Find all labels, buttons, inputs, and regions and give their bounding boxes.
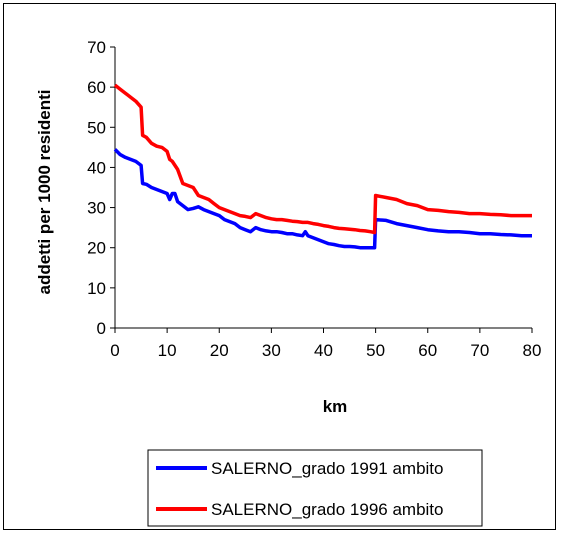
chart-frame: 0 10 20 30 40 50 60 70 80 0 10 20 30 40 50 60 70 km add… <box>3 3 556 530</box>
series-line-1991 <box>113 148 532 250</box>
x-tick-label: 50 <box>366 341 385 360</box>
y-tick-label: 40 <box>87 158 106 177</box>
x-tick-label: 70 <box>470 341 489 360</box>
y-tick-label: 30 <box>87 199 106 218</box>
line-chart: 0 10 20 30 40 50 60 70 80 0 10 20 30 40 50 60 70 km add… <box>35 38 541 527</box>
legend-box <box>147 449 483 527</box>
legend-label-1991: SALERNO_grado 1991 ambito <box>211 459 443 478</box>
y-tick-label: 60 <box>87 78 106 97</box>
y-axis: 0 10 20 30 40 50 60 70 <box>87 38 115 338</box>
x-tick-label: 80 <box>523 341 542 360</box>
y-axis-title: addetti per 1000 residenti <box>35 89 54 294</box>
x-tick-label: 40 <box>314 341 333 360</box>
x-tick-label: 30 <box>262 341 281 360</box>
y-tick-label: 50 <box>87 118 106 137</box>
y-tick-label: 0 <box>97 319 106 338</box>
x-tick-label: 60 <box>418 341 437 360</box>
x-axis-title: km <box>323 397 348 416</box>
series-line-1996 <box>113 83 532 235</box>
x-tick-label: 10 <box>158 341 177 360</box>
y-tick-label: 70 <box>87 38 106 57</box>
x-axis: 0 10 20 30 40 50 60 70 80 <box>110 328 541 360</box>
series-layer <box>113 83 532 250</box>
plot-area <box>114 47 532 329</box>
y-tick-label: 10 <box>87 279 106 298</box>
y-tick-label: 20 <box>87 239 106 258</box>
x-tick-label: 0 <box>110 341 119 360</box>
x-tick-label: 20 <box>210 341 229 360</box>
legend-label-1996: SALERNO_grado 1996 ambito <box>211 500 443 519</box>
legend: SALERNO_grado 1991 ambito SALERNO_grado … <box>147 449 483 527</box>
